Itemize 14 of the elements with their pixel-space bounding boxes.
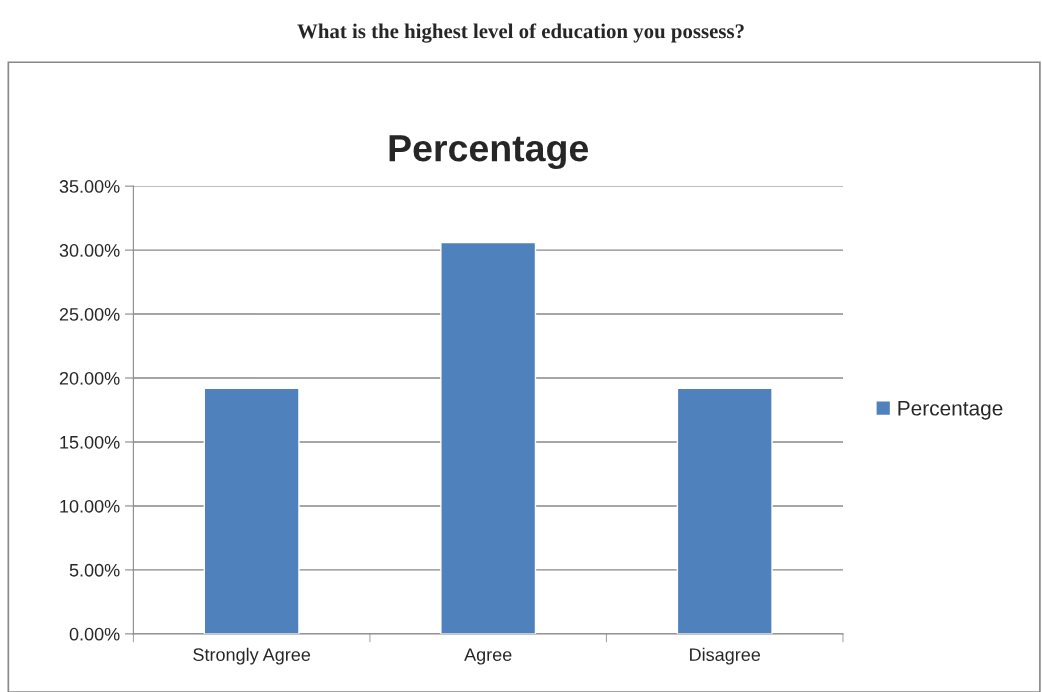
y-tick-label: 25.00% <box>59 308 120 321</box>
y-tick-label: 5.00% <box>69 563 120 577</box>
chart-subtitle: What is the highest level of education you possess? <box>297 23 744 43</box>
y-tick-label: 30.00% <box>59 244 120 257</box>
x-tick-label: Disagree <box>690 647 761 665</box>
y-tick-label: 0.00% <box>69 627 120 641</box>
y-tick-label: 35.00% <box>59 180 120 193</box>
x-tick-label: Strongly Agree <box>193 647 311 665</box>
y-tick-label: 15.00% <box>60 435 120 449</box>
chart-title: Percentage <box>389 135 588 170</box>
x-tick-label: Agree <box>464 648 512 665</box>
y-tick-label: 10.00% <box>60 499 120 513</box>
y-tick-label: 20.00% <box>59 371 120 385</box>
legend-label: Percentage <box>898 401 1003 420</box>
